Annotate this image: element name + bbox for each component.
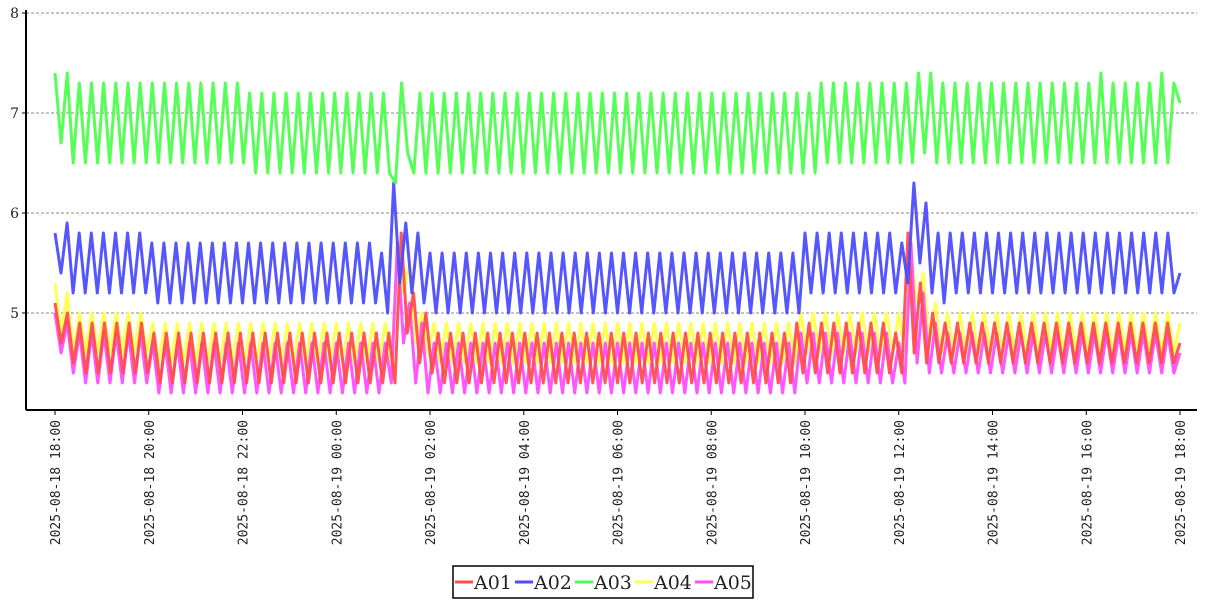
y-tick-label: 7 (10, 106, 19, 122)
x-tick-label: 2025-08-19 00:00 (330, 420, 345, 545)
y-tick-label: 6 (10, 206, 19, 222)
legend-label: A04 (653, 572, 692, 594)
x-tick-label: 2025-08-19 16:00 (1080, 420, 1095, 545)
legend-label: A01 (473, 572, 512, 594)
x-tick-label: 2025-08-19 10:00 (799, 420, 814, 545)
legend: A01 A02 A03 A04 A05 (452, 565, 754, 599)
x-tick-label: 2025-08-19 02:00 (424, 420, 439, 545)
x-tick-label: 2025-08-19 12:00 (893, 420, 908, 545)
legend-label: A02 (533, 572, 572, 594)
series-lines (53, 71, 1182, 395)
x-tick-label: 2025-08-19 04:00 (518, 420, 533, 545)
series-line-a05 (53, 241, 1182, 395)
legend-label: A05 (713, 572, 752, 594)
y-tick-label: 5 (10, 306, 19, 322)
y-tick-labels: 5 6 7 8 (10, 6, 26, 322)
series-line-a01 (53, 231, 1182, 385)
x-tick-label: 2025-08-18 20:00 (143, 420, 158, 545)
y-tick-label: 8 (10, 6, 19, 22)
series-line-a02 (53, 181, 1182, 315)
x-tick-label: 2025-08-18 22:00 (237, 420, 252, 545)
legend-label: A03 (593, 572, 632, 594)
series-line-a03 (53, 71, 1182, 185)
x-tick-label: 2025-08-19 06:00 (612, 420, 627, 545)
x-tick-label: 2025-08-19 18:00 (1174, 420, 1189, 545)
x-tick-label: 2025-08-18 18:00 (49, 420, 64, 545)
x-tick-label: 2025-08-19 14:00 (987, 420, 1002, 545)
x-tick-label: 2025-08-19 08:00 (705, 420, 720, 545)
x-tick-labels: 2025-08-18 18:00 2025-08-18 20:00 2025-08-… (49, 410, 1189, 545)
